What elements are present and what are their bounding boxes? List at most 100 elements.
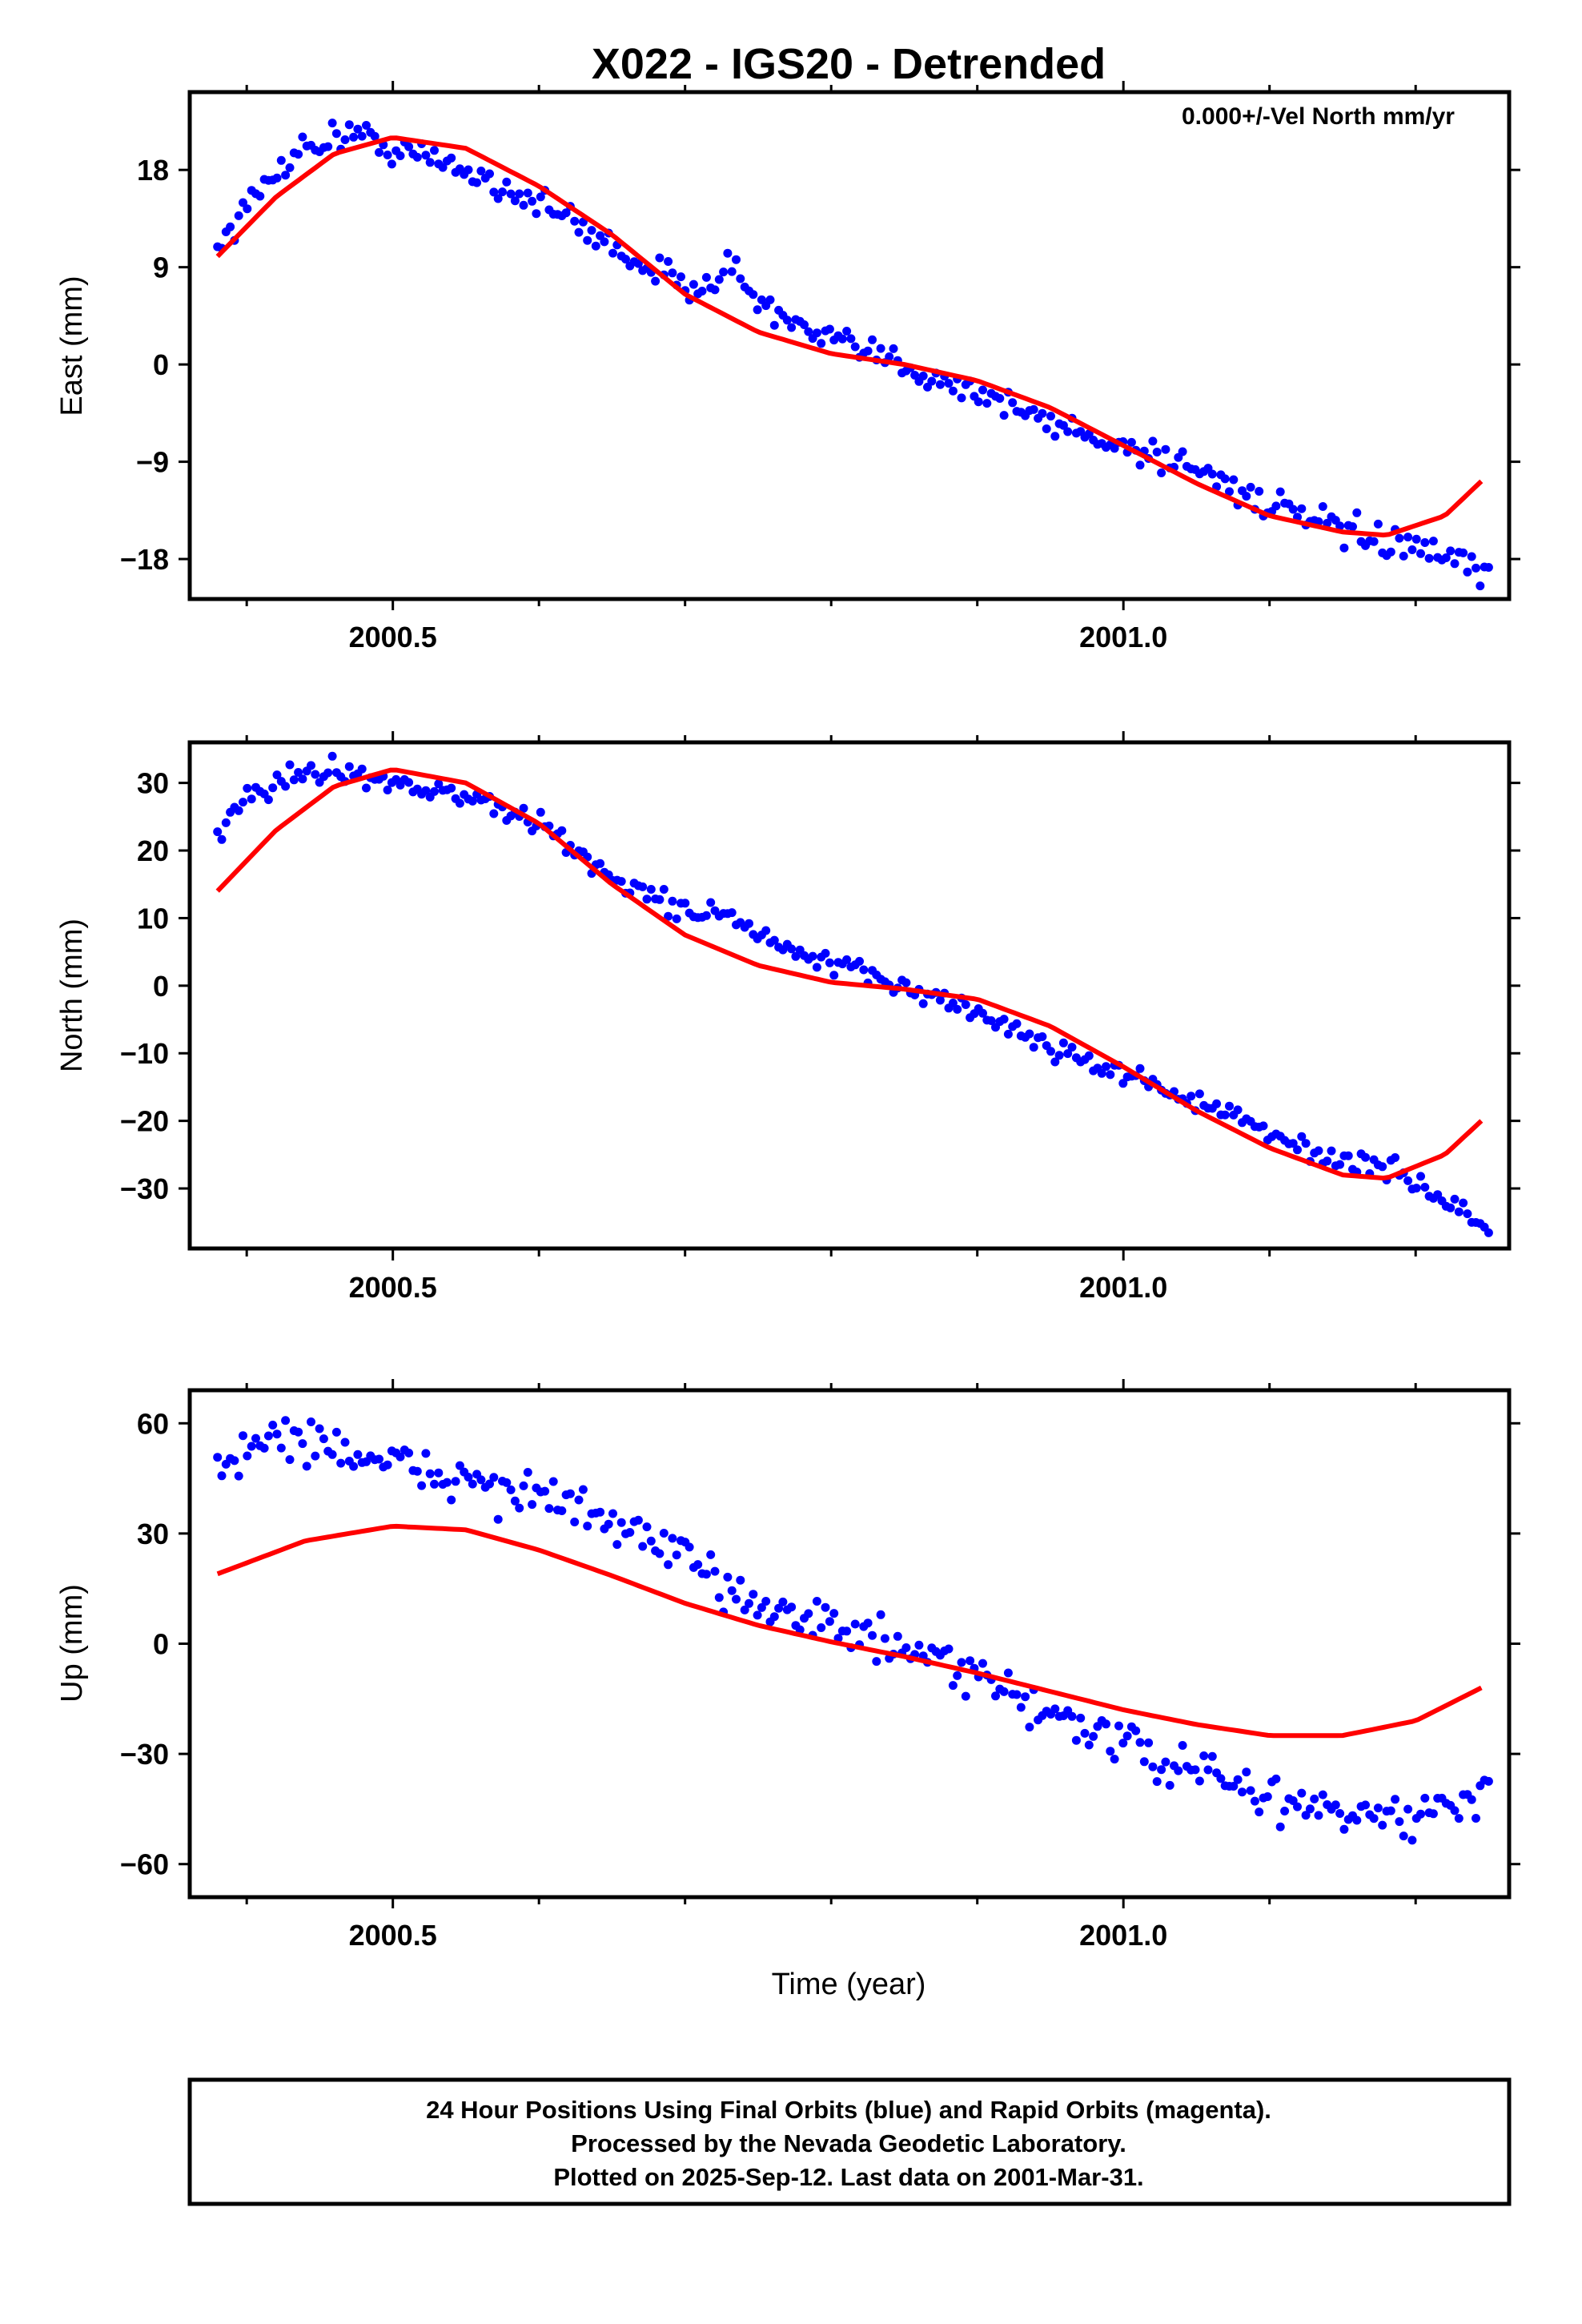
east-data-point [570,216,580,226]
north-data-point [1038,1032,1047,1041]
east-data-point [1318,502,1327,511]
up-data-point [608,1509,617,1518]
north-data-point [791,951,801,961]
up-data-point [714,1593,724,1602]
north-data-point [221,818,231,827]
up-data-point [1255,1807,1264,1817]
east-data-point [1063,427,1073,436]
up-data-point [736,1575,745,1585]
up-data-point [1403,1804,1413,1814]
north-data-point [1097,1068,1106,1078]
up-data-point [455,1461,464,1470]
east-data-point [362,121,371,130]
up-data-point [234,1471,243,1481]
north-data-point [701,911,711,920]
east-data-point [651,276,661,286]
north-tick-labels: 2000.5 2001.0 30 20 10 0 −10 −20 −30 [120,767,1167,1304]
east-data-point [1373,519,1383,529]
east-data-point [736,274,745,283]
east-data-point [472,178,482,187]
north-data-point [642,895,652,904]
north-data-point [281,782,291,791]
north-data-point [1118,1079,1128,1088]
north-data-point [1259,1121,1268,1131]
up-data-point [1293,1802,1302,1811]
north-data-point [404,778,414,787]
north-data-point [1102,1062,1110,1072]
north-data-point [668,896,677,906]
up-data-point [901,1643,911,1652]
north-data-point [1323,1156,1332,1166]
up-data-point [625,1528,635,1537]
up-data-point [430,1479,439,1489]
north-data-point [1293,1145,1302,1155]
east-data-point [1369,537,1379,546]
up-data-point [243,1451,252,1461]
north-data-point [1314,1146,1323,1156]
up-y-tick-label: 60 [137,1407,169,1440]
east-data-point [515,189,524,199]
east-data-point [999,411,1009,420]
up-data-point [1454,1814,1464,1823]
up-data-point [1399,1831,1408,1841]
up-data-point [468,1479,477,1489]
east-data-point [1441,553,1451,562]
north-y-tick-label: −30 [120,1172,169,1205]
up-data-point [528,1500,537,1510]
east-ticks [179,81,1520,610]
east-data-point [464,165,473,175]
up-data-point [1195,1776,1204,1786]
east-data-point [476,167,486,175]
up-data-point [868,1630,877,1640]
east-data-point [837,334,847,344]
east-data-point [812,328,821,338]
up-data-point [294,1427,303,1437]
east-data-point [863,346,873,356]
north-data-point [1446,1203,1456,1212]
east-data-point [1275,487,1285,497]
north-data-point [383,786,392,794]
up-data-point [1050,1704,1060,1714]
up-data-point [1305,1804,1315,1814]
north-data-point [812,963,821,972]
east-data-point [910,371,920,380]
up-data-point [1114,1721,1123,1731]
east-y-tick-label: 18 [137,154,169,187]
north-y-tick-label: −20 [120,1105,169,1138]
north-data-point [855,956,864,966]
up-data-point [1199,1751,1209,1760]
up-data-point [1203,1765,1213,1775]
up-data-point [319,1434,328,1444]
up-data-point [1361,1800,1370,1810]
north-data-point [468,796,477,806]
up-data-point [1157,1765,1166,1775]
up-data-point [740,1605,749,1614]
east-x-tick-label: 2000.5 [349,621,437,653]
north-data-point [285,760,295,770]
north-data-point [1195,1089,1204,1099]
up-data-point [761,1597,771,1606]
east-y-tick-label: −18 [120,543,169,576]
up-data-point [230,1456,239,1466]
up-data-point [880,1634,889,1643]
east-data-point [1348,522,1357,532]
east-x-tick-label: 2001.0 [1079,621,1167,653]
up-data-point [817,1623,826,1632]
east-data-point [285,163,295,172]
up-data-point [1450,1806,1460,1815]
north-data-point [664,911,673,921]
up-data-point [804,1609,813,1618]
north-plot-frame [187,740,1512,1251]
east-data-point [982,399,992,408]
east-data-point [234,211,243,220]
east-data-point [876,344,885,353]
north-data-point [1106,1070,1115,1080]
east-data-point [1424,553,1434,563]
east-data-point [281,171,291,180]
up-data-point [829,1609,839,1618]
north-data-point [638,882,648,891]
north-data-point [243,783,252,793]
east-data-point [889,344,898,353]
east-data-point [957,393,966,403]
up-data-point [1174,1766,1183,1775]
